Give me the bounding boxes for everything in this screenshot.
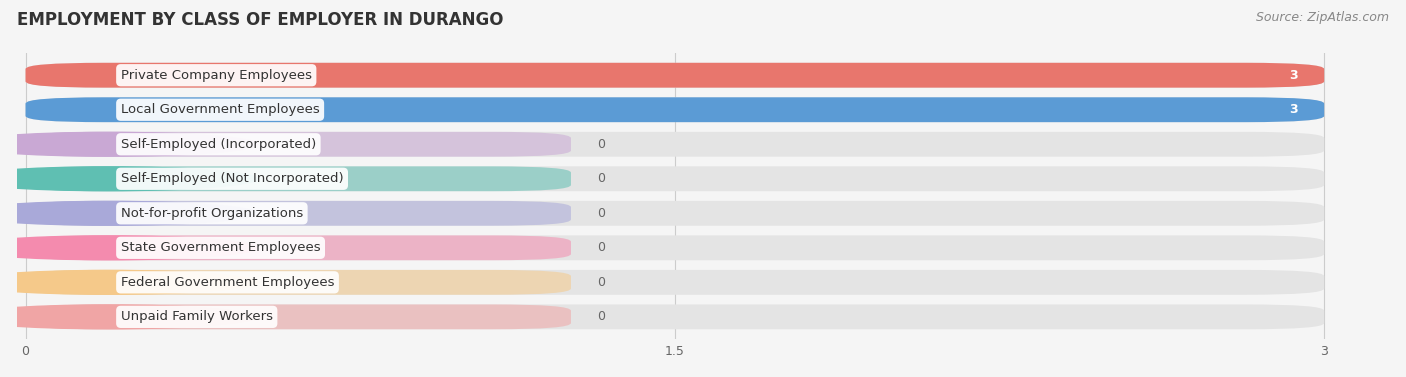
Text: Unpaid Family Workers: Unpaid Family Workers: [121, 310, 273, 323]
FancyBboxPatch shape: [25, 166, 1324, 191]
Circle shape: [0, 132, 257, 156]
FancyBboxPatch shape: [25, 235, 571, 260]
Text: Private Company Employees: Private Company Employees: [121, 69, 312, 82]
FancyBboxPatch shape: [25, 270, 1324, 295]
Circle shape: [0, 270, 257, 294]
FancyBboxPatch shape: [25, 201, 1324, 226]
FancyBboxPatch shape: [25, 166, 571, 191]
Text: EMPLOYMENT BY CLASS OF EMPLOYER IN DURANGO: EMPLOYMENT BY CLASS OF EMPLOYER IN DURAN…: [17, 11, 503, 29]
FancyBboxPatch shape: [25, 132, 1324, 157]
FancyBboxPatch shape: [25, 63, 1324, 87]
Circle shape: [0, 201, 257, 225]
Text: Self-Employed (Incorporated): Self-Employed (Incorporated): [121, 138, 316, 151]
Circle shape: [0, 305, 257, 329]
FancyBboxPatch shape: [25, 97, 1324, 122]
Text: Federal Government Employees: Federal Government Employees: [121, 276, 335, 289]
FancyBboxPatch shape: [25, 132, 571, 157]
FancyBboxPatch shape: [25, 235, 1324, 260]
FancyBboxPatch shape: [25, 97, 1324, 122]
Text: Self-Employed (Not Incorporated): Self-Employed (Not Incorporated): [121, 172, 343, 185]
Text: 3: 3: [1289, 103, 1298, 116]
Text: 0: 0: [598, 310, 605, 323]
FancyBboxPatch shape: [25, 270, 571, 295]
Text: Source: ZipAtlas.com: Source: ZipAtlas.com: [1256, 11, 1389, 24]
Circle shape: [0, 236, 257, 260]
FancyBboxPatch shape: [25, 305, 571, 329]
FancyBboxPatch shape: [25, 305, 1324, 329]
Text: 0: 0: [598, 241, 605, 254]
Text: Not-for-profit Organizations: Not-for-profit Organizations: [121, 207, 304, 220]
FancyBboxPatch shape: [25, 63, 1324, 87]
Text: 0: 0: [598, 172, 605, 185]
FancyBboxPatch shape: [25, 201, 571, 226]
Text: 0: 0: [598, 138, 605, 151]
Text: Local Government Employees: Local Government Employees: [121, 103, 319, 116]
Text: 3: 3: [1289, 69, 1298, 82]
Circle shape: [0, 167, 257, 191]
Text: 0: 0: [598, 207, 605, 220]
Text: State Government Employees: State Government Employees: [121, 241, 321, 254]
Text: 0: 0: [598, 276, 605, 289]
